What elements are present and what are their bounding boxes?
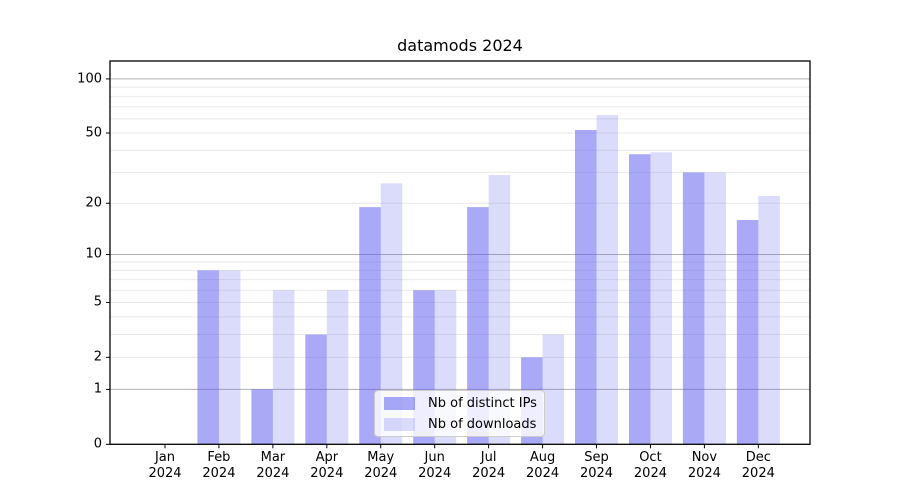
x-tick-label: Nov 2024 (687, 450, 721, 481)
x-tick-label: Jan 2024 (148, 450, 182, 481)
x-tick-label: Apr 2024 (310, 450, 344, 481)
x-tick-label: Dec 2024 (741, 450, 775, 481)
bar-downloads-sep (596, 115, 619, 445)
x-tick-label: Sep 2024 (579, 450, 614, 481)
legend: Nb of distinct IPs Nb of downloads (374, 390, 545, 437)
x-tick-label: Jul 2024 (472, 450, 506, 481)
legend-item-downloads: Nb of downloads (384, 415, 536, 433)
legend-swatch-distinct-ips (384, 396, 415, 410)
bar-downloads-oct (650, 152, 672, 445)
bar-ips-dec (736, 219, 759, 445)
bar-ips-nov (682, 172, 705, 445)
x-tick-label: May 2024 (364, 450, 398, 481)
x-tick-label: Aug 2024 (526, 450, 560, 481)
x-tick-label: Feb 2024 (202, 450, 236, 481)
legend-swatch-downloads (384, 417, 415, 431)
chart-title: datamods 2024 (397, 36, 523, 55)
bar-downloads-dec (758, 196, 780, 445)
legend-label-distinct-ips: Nb of distinct IPs (428, 395, 537, 411)
bar-ips-mar (251, 389, 273, 445)
y-tick-label: 2 (93, 349, 102, 365)
bar-downloads-aug (542, 334, 565, 445)
y-tick-label: 1 (93, 381, 102, 397)
x-tick-label: Jun 2024 (418, 450, 452, 481)
y-tick-label: 10 (85, 246, 102, 262)
y-tick-label: 100 (77, 71, 102, 87)
bar-downloads-nov (704, 172, 726, 445)
y-tick-label: 20 (85, 195, 102, 211)
bar-downloads-apr (326, 290, 349, 445)
legend-label-downloads: Nb of downloads (428, 416, 537, 432)
x-tick-label: Oct 2024 (633, 450, 667, 481)
y-tick-label: 0 (93, 436, 102, 452)
y-tick-label: 5 (93, 294, 102, 310)
x-tick-label: Mar 2024 (256, 450, 290, 481)
bar-ips-jul (467, 207, 489, 445)
bar-ips-feb (197, 270, 219, 445)
legend-item-distinct-ips: Nb of distinct IPs (384, 394, 537, 412)
bar-ips-oct (628, 154, 651, 445)
bar-downloads-mar (272, 290, 295, 445)
bar-downloads-jul (488, 175, 511, 445)
y-tick-label: 50 (85, 125, 102, 141)
bar-downloads-may (380, 183, 403, 445)
bar-ips-may (359, 207, 381, 445)
bar-ips-apr (305, 334, 327, 445)
bar-downloads-feb (218, 270, 241, 445)
plot-border (109, 60, 811, 445)
bar-ips-sep (575, 129, 597, 445)
